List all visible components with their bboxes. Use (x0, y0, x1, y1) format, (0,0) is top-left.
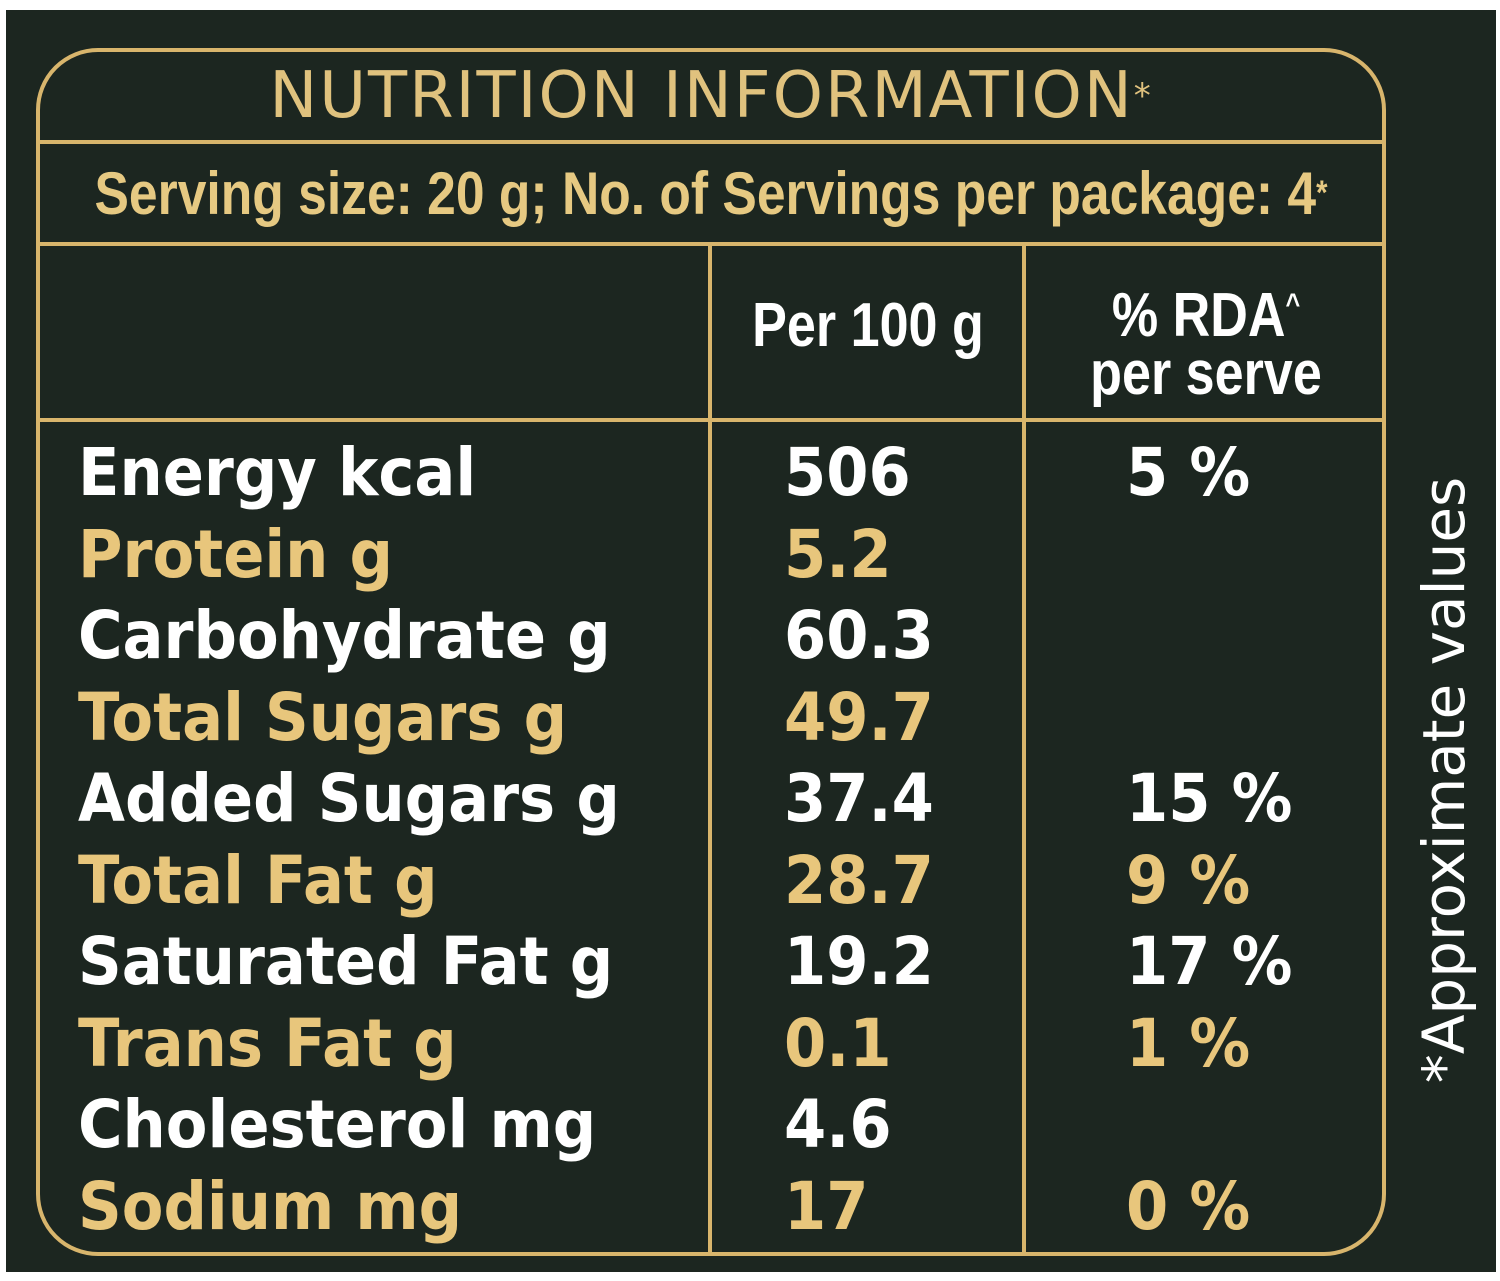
table-row: Energy kcal 506 5 % (40, 432, 1382, 514)
table-row: Total Fat g 28.7 9 % (40, 840, 1382, 922)
table-row: Added Sugars g 37.4 15 % (40, 758, 1382, 840)
table-title: NUTRITION INFORMATION * (40, 52, 1382, 140)
table-row: Protein g 5.2 (40, 514, 1382, 596)
header-rda: % RDA^ per serve (1055, 276, 1357, 408)
divider (40, 140, 1382, 144)
per-100g-value: 5.2 (784, 515, 892, 593)
serving-asterisk: * (1316, 173, 1328, 212)
nutrient-name: Saturated Fat g (78, 923, 614, 1000)
rda-value: 17 % (1126, 923, 1293, 1000)
per-100g-value: 4.6 (784, 1086, 892, 1163)
header-rda-line2: per serve (1090, 339, 1322, 408)
column-divider (708, 244, 712, 1252)
nutrient-name: Added Sugars g (78, 760, 620, 837)
rda-value: 1 % (1126, 1004, 1251, 1082)
table-row: Sodium mg 17 0 % (40, 1166, 1382, 1248)
serving-text: Serving size: 20 g; No. of Servings per … (94, 159, 1317, 227)
nutrient-name: Sodium mg (78, 1167, 463, 1245)
per-100g-value: 506 (784, 434, 911, 511)
serving-info: Serving size: 20 g; No. of Servings per … (95, 144, 1328, 242)
per-100g-value: 60.3 (784, 597, 934, 674)
table-row: Saturated Fat g 19.2 17 % (40, 921, 1382, 1003)
rda-value: 0 % (1126, 1167, 1251, 1245)
table-row: Carbohydrate g 60.3 (40, 595, 1382, 677)
table-row: Trans Fat g 0.1 1 % (40, 1003, 1382, 1085)
nutrient-name: Energy kcal (78, 434, 477, 511)
per-100g-value: 19.2 (784, 923, 934, 1000)
per-100g-value: 17 (784, 1167, 869, 1245)
per-100g-value: 28.7 (784, 841, 934, 919)
per-100g-value: 0.1 (784, 1004, 892, 1082)
nutrient-name: Trans Fat g (78, 1004, 457, 1082)
nutrient-rows: Energy kcal 506 5 % Protein g 5.2 Carbohydrat… (40, 432, 1382, 1247)
table-row: Cholesterol mg 4.6 (40, 1084, 1382, 1166)
nutrient-name: Total Sugars g (78, 678, 568, 756)
title-asterisk: * (1133, 76, 1153, 116)
header-rda-line1: % RDA (1111, 281, 1286, 350)
divider (40, 418, 1382, 422)
nutrient-name: Protein g (78, 515, 394, 593)
nutrient-name: Total Fat g (78, 841, 438, 919)
per-100g-value: 37.4 (784, 760, 934, 837)
approximate-values-note: *Approximate values (1410, 476, 1478, 1084)
header-per-100g: Per 100 g (752, 291, 984, 360)
rda-value: 5 % (1126, 434, 1251, 511)
title-text: NUTRITION INFORMATION (269, 59, 1134, 133)
nutrient-name: Carbohydrate g (78, 597, 611, 674)
nutrient-name: Cholesterol mg (78, 1086, 597, 1163)
nutrition-table: NUTRITION INFORMATION * Serving size: 20 … (36, 48, 1386, 1256)
rda-value: 15 % (1126, 760, 1293, 837)
header-rda-caret: ^ (1285, 288, 1301, 321)
column-divider (1022, 244, 1026, 1252)
per-100g-value: 49.7 (784, 678, 934, 756)
nutrition-panel: NUTRITION INFORMATION * Serving size: 20 … (6, 10, 1496, 1272)
rda-value: 9 % (1126, 841, 1251, 919)
table-row: Total Sugars g 49.7 (40, 677, 1382, 759)
